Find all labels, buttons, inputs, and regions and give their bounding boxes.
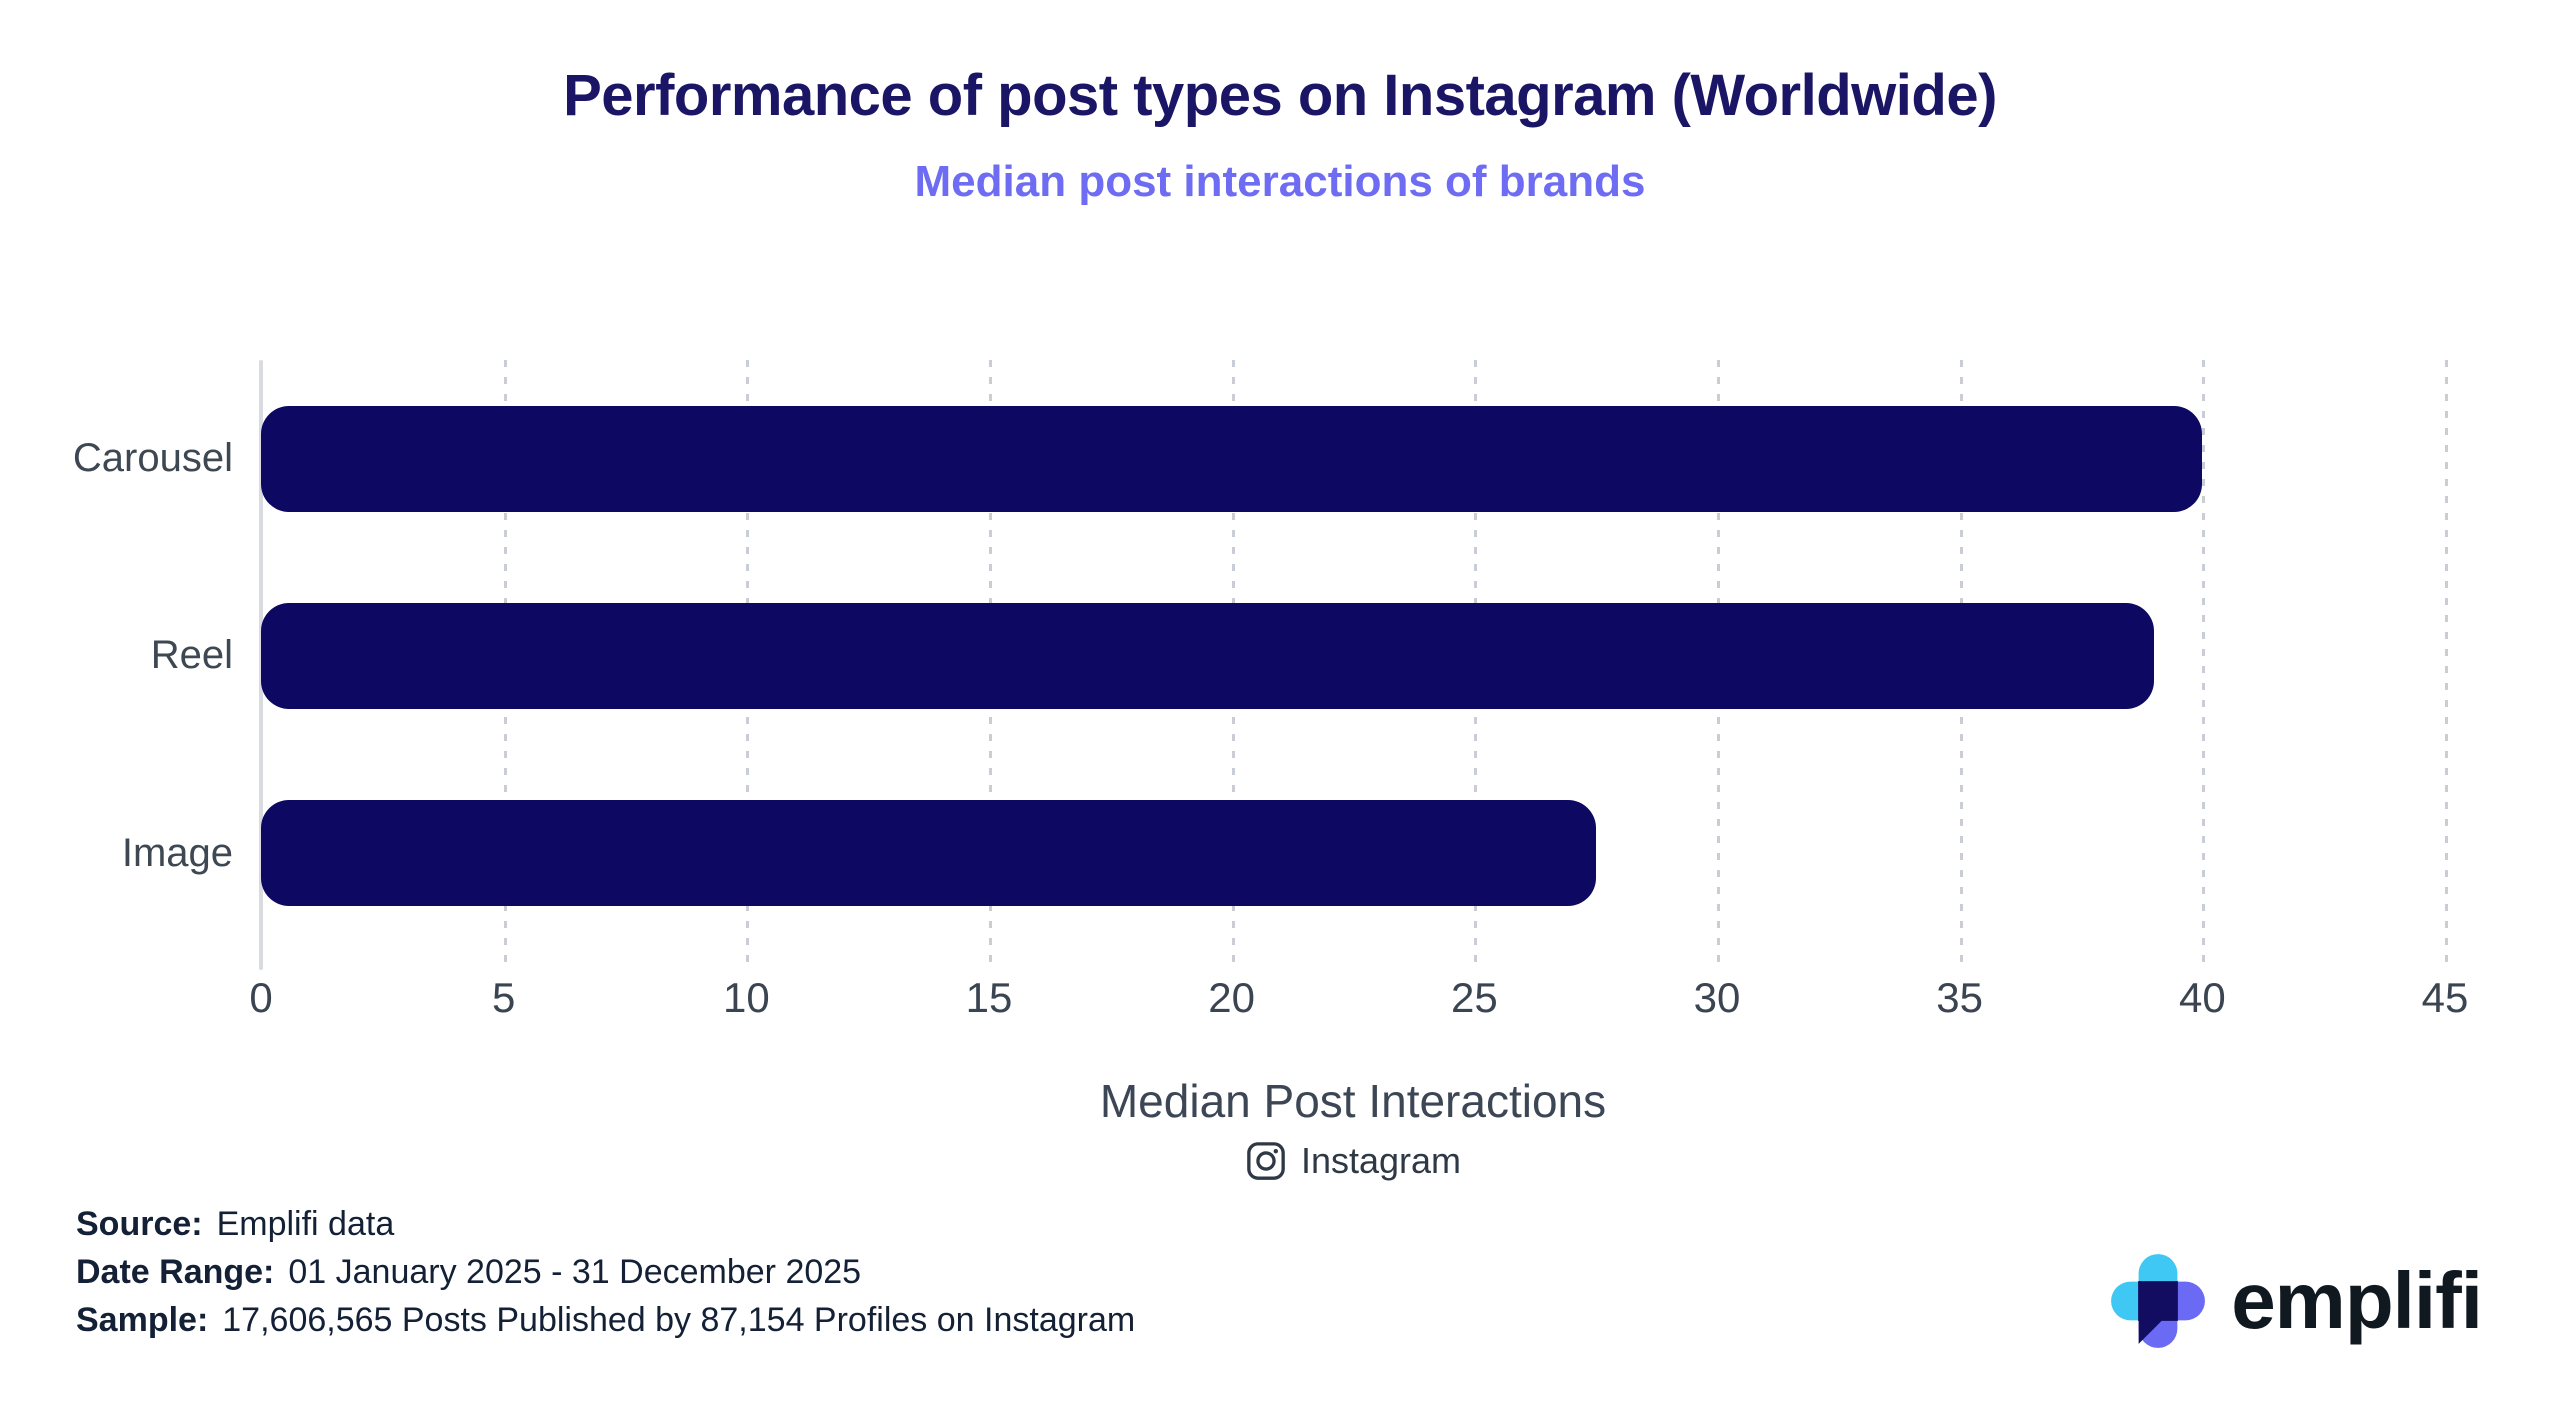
bar-rows: Carousel Reel Image [73, 360, 2445, 952]
source-value: Emplifi data [216, 1205, 395, 1243]
bar-row-reel: Reel [151, 557, 2445, 754]
x-tick-label-15: 15 [965, 974, 1013, 1021]
x-tick-label-25: 25 [1450, 974, 1498, 1021]
gridline-45 [2445, 360, 2448, 968]
sample-label: Sample: [76, 1301, 209, 1339]
x-tick-label-0: 0 [249, 974, 273, 1021]
sample-value: 17,606,565 Posts Published by 87,154 Pro… [222, 1301, 1136, 1339]
instagram-icon [1247, 1142, 1285, 1180]
bar-chart: Carousel Reel Image [0, 360, 2560, 970]
category-label-carousel: Carousel [72, 436, 233, 481]
category-label-image: Image [121, 830, 233, 875]
emplifi-logo: emplifi [2107, 1250, 2483, 1352]
network-caption: Instagram [261, 1140, 2445, 1182]
date-range-line: Date Range: 01 January 2025 - 31 December… [76, 1248, 1135, 1296]
source-label: Source: [76, 1205, 203, 1243]
bar-image [261, 800, 1596, 907]
network-label: Instagram [1300, 1140, 1462, 1181]
bar-row-carousel: Carousel [73, 360, 2445, 557]
bar-reel [261, 602, 2154, 709]
x-tick-label-30: 30 [1693, 974, 1741, 1021]
x-tick-label-35: 35 [1936, 974, 1984, 1021]
bar-row-image: Image [122, 755, 2445, 952]
x-tick-label-40: 40 [2178, 974, 2226, 1021]
x-tick-label-5: 5 [491, 974, 516, 1021]
bar-carousel [261, 405, 2203, 512]
date-range-value: 01 January 2025 - 31 December 2025 [288, 1253, 862, 1291]
category-label-reel: Reel [150, 633, 233, 678]
plot-area: Carousel Reel Image [73, 360, 2448, 970]
x-tick-label-45: 45 [2421, 974, 2469, 1021]
gridline-40 [2202, 360, 2206, 968]
emplifi-logo-text: emplifi [2231, 1256, 2483, 1345]
chart-subtitle: Median post interactions of brands [914, 157, 1646, 206]
emplifi-logo-mark-icon [2111, 1254, 2206, 1348]
x-tick-label-10: 10 [722, 974, 770, 1021]
source-line: Source: Emplifi data [76, 1200, 1135, 1248]
chart-title: Performance of post types on Instagram (… [563, 63, 1997, 128]
footer-notes: Source: Emplifi data Date Range: 01 Januar… [76, 1200, 1135, 1344]
x-axis-title: Median Post Interactions [1099, 1075, 1607, 1127]
date-range-label: Date Range: [76, 1253, 275, 1291]
infographic-page: Performance of post types on Instagram (… [0, 62, 2560, 1406]
x-tick-label-20: 20 [1208, 974, 1256, 1021]
x-axis: 0 5 10 15 20 25 30 35 40 45 [249, 974, 2468, 1034]
sample-line: Sample: 17,606,565 Posts Published by 87,… [76, 1296, 1135, 1344]
